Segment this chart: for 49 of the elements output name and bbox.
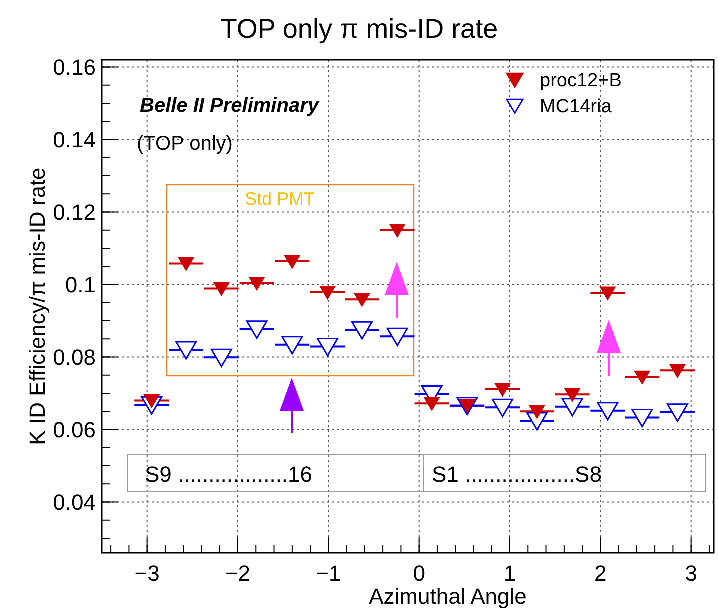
point: [597, 402, 619, 421]
point: [351, 321, 373, 340]
chart-title: TOP only π mis-ID rate: [220, 14, 498, 44]
point: [282, 336, 304, 355]
y-tick-label: 0.08: [53, 344, 96, 370]
point: [424, 397, 440, 411]
annotation: Belle II Preliminary: [140, 95, 320, 117]
annotation: Std PMT: [245, 189, 316, 209]
y-tick-label: 0.06: [53, 417, 96, 442]
point: [564, 388, 580, 402]
y-tick-label: 0.1: [65, 272, 96, 298]
annotation: S1 ..................S8: [432, 462, 602, 487]
y-tick-label: 0.16: [53, 54, 96, 80]
point: [354, 293, 370, 307]
x-tick-label: 2: [594, 561, 607, 586]
point: [529, 405, 545, 419]
point: [666, 404, 688, 422]
point: [494, 383, 510, 397]
y-tick-label: 0.14: [53, 127, 96, 152]
legend-label: proc12+B: [540, 70, 622, 92]
point: [632, 409, 654, 428]
point: [390, 224, 406, 238]
y-tick-label: 0.12: [53, 200, 96, 225]
annotation: S9 ..................16: [145, 462, 313, 487]
point: [634, 370, 650, 384]
y-tick-label: 0.04: [53, 490, 96, 515]
point: [670, 364, 686, 378]
point: [492, 398, 514, 418]
point: [178, 257, 194, 271]
x-tick-label: −2: [225, 561, 251, 586]
x-tick-label: −3: [134, 561, 160, 586]
x-tick-label: 3: [685, 561, 698, 586]
point: [246, 320, 268, 340]
point: [176, 341, 198, 360]
point: [284, 255, 300, 269]
legend-label: MC14ria: [540, 96, 612, 118]
point: [320, 286, 336, 300]
annotation: (TOP only): [137, 133, 233, 155]
point: [210, 348, 232, 368]
point: [562, 398, 584, 417]
point: [214, 282, 230, 296]
x-tick-label: 1: [504, 561, 516, 586]
x-tick-label: 0: [413, 561, 426, 586]
y-axis-title: K ID Efficiency/π mis-ID rate: [25, 168, 50, 446]
point: [600, 286, 616, 300]
point: [386, 328, 408, 346]
x-tick-label: −1: [316, 561, 342, 586]
point: [317, 338, 339, 356]
point: [249, 276, 265, 290]
